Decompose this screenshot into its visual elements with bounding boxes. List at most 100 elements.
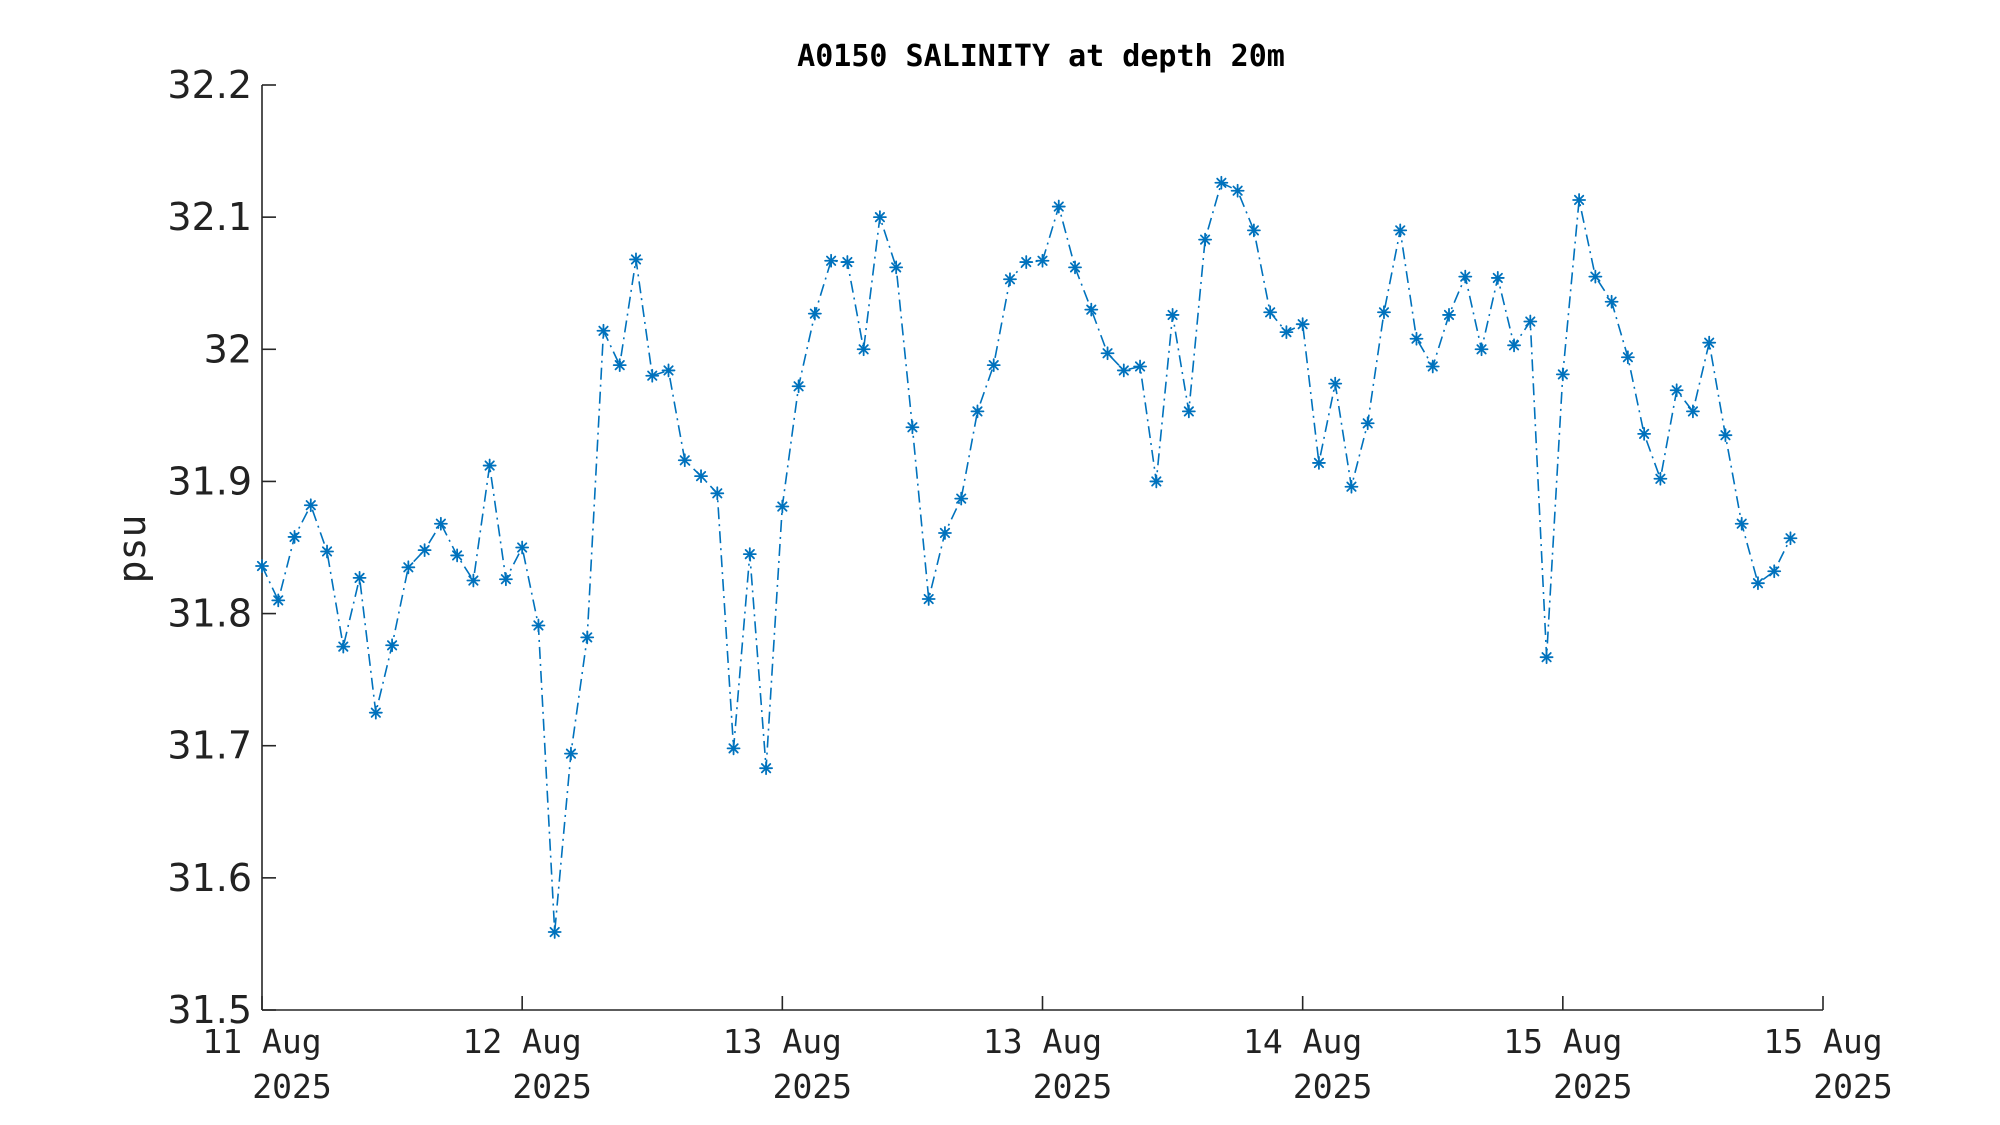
data-point-marker — [1165, 308, 1180, 322]
data-point-marker — [807, 306, 822, 321]
data-point-marker — [824, 253, 839, 268]
y-tick-label: 31.5 — [167, 988, 252, 1032]
data-point-marker — [1246, 223, 1261, 238]
data-point-marker — [1653, 471, 1668, 486]
data-point-marker — [791, 379, 806, 394]
data-point-marker — [1409, 331, 1424, 346]
data-point-marker — [1490, 271, 1505, 285]
data-point-marker — [921, 592, 936, 606]
data-point-marker — [433, 516, 448, 531]
data-point-marker — [970, 404, 985, 419]
x-tick-label-date: 12 Aug — [463, 1022, 582, 1061]
data-point-marker — [1084, 302, 1099, 317]
data-point-marker — [1442, 308, 1456, 322]
data-point-marker — [645, 368, 660, 383]
data-point-marker — [596, 323, 611, 338]
data-point-marker — [547, 925, 562, 939]
data-point-marker — [759, 761, 773, 776]
y-tick-label: 32 — [204, 327, 252, 371]
data-point-marker — [1230, 183, 1245, 198]
data-point-marker — [1783, 531, 1798, 546]
data-point-marker — [401, 560, 416, 575]
x-tick-label-year: 2025 — [512, 1067, 591, 1106]
data-point-marker — [1035, 253, 1050, 268]
data-point-marker — [1003, 272, 1017, 287]
data-point-marker — [1393, 223, 1408, 238]
y-tick-label: 31.8 — [167, 592, 252, 636]
x-tick-label-year: 2025 — [1553, 1067, 1632, 1106]
x-tick-label-year: 2025 — [1293, 1067, 1372, 1106]
data-point-marker — [840, 255, 855, 269]
data-point-marker — [1068, 260, 1082, 275]
data-point-marker — [1312, 456, 1326, 470]
y-tick-label: 31.7 — [167, 724, 252, 768]
data-point-marker — [1572, 193, 1586, 207]
data-point-marker — [661, 363, 676, 378]
data-point-marker — [1539, 650, 1554, 665]
data-point-marker — [710, 486, 725, 501]
axes — [261, 85, 1823, 1011]
y-axis-ticks: 31.5 31.6 31.7 31.8 31.9 32 32.1 32.2 — [167, 63, 276, 1032]
y-tick-label: 32.1 — [167, 195, 252, 239]
x-tick-label-year: 2025 — [1033, 1067, 1112, 1106]
data-point-marker — [1279, 325, 1294, 340]
data-point-marker — [450, 548, 465, 563]
data-point-marker — [515, 540, 530, 555]
data-point-marker — [255, 559, 269, 573]
data-point-marker — [938, 526, 952, 540]
data-point-marker — [694, 469, 708, 484]
data-point-marker — [677, 453, 692, 468]
data-point-marker — [1133, 359, 1147, 374]
data-point-marker — [303, 498, 318, 513]
x-tick-label-year: 2025 — [773, 1067, 852, 1106]
data-point-marker — [986, 358, 1001, 373]
series-markers — [255, 175, 1798, 939]
x-tick-label-date: 15 Aug — [1503, 1022, 1622, 1061]
data-point-marker — [385, 638, 399, 653]
data-point-marker — [1425, 359, 1440, 374]
data-point-marker — [1458, 269, 1473, 284]
data-point-marker — [1116, 363, 1131, 378]
data-point-marker — [564, 746, 578, 761]
data-point-marker — [531, 618, 546, 633]
data-point-marker — [1100, 346, 1115, 361]
data-point-marker — [856, 342, 871, 357]
data-point-marker — [417, 543, 432, 558]
data-point-marker — [499, 572, 513, 587]
data-point-marker — [1588, 269, 1603, 284]
data-point-marker — [271, 593, 286, 608]
data-point-marker — [1555, 367, 1570, 382]
data-point-marker — [954, 491, 969, 506]
data-point-marker — [466, 573, 481, 588]
data-point-marker — [612, 358, 627, 373]
data-point-marker — [368, 705, 383, 720]
data-point-marker — [1051, 199, 1066, 214]
y-tick-label: 31.9 — [167, 459, 252, 503]
data-point-marker — [1718, 428, 1733, 443]
data-point-marker — [1686, 404, 1700, 419]
data-point-marker — [872, 210, 887, 225]
data-point-marker — [1198, 232, 1213, 247]
data-point-marker — [1523, 314, 1538, 329]
data-point-marker — [1767, 564, 1782, 579]
x-axis-ticks: 11 Aug 2025 12 Aug 2025 13 Aug 2025 13 Aug 2025… — [202, 996, 1893, 1106]
data-point-marker — [775, 499, 790, 514]
x-tick-label-date: 14 Aug — [1243, 1022, 1362, 1061]
data-point-marker — [889, 260, 904, 275]
data-point-marker — [1214, 175, 1229, 190]
data-point-marker — [1149, 474, 1164, 489]
data-point-marker — [1669, 383, 1684, 398]
data-point-marker — [1620, 350, 1635, 365]
data-point-marker — [287, 530, 302, 544]
data-point-marker — [1734, 516, 1749, 531]
data-point-marker — [1702, 335, 1717, 350]
x-tick-label-date: 13 Aug — [983, 1022, 1102, 1061]
data-point-marker — [1377, 305, 1391, 320]
data-point-marker — [1360, 416, 1375, 431]
y-tick-label: 31.6 — [167, 856, 252, 900]
data-point-marker — [1295, 317, 1310, 332]
data-point-marker — [1181, 404, 1196, 419]
data-point-marker — [1263, 305, 1278, 320]
data-point-marker — [336, 639, 351, 654]
